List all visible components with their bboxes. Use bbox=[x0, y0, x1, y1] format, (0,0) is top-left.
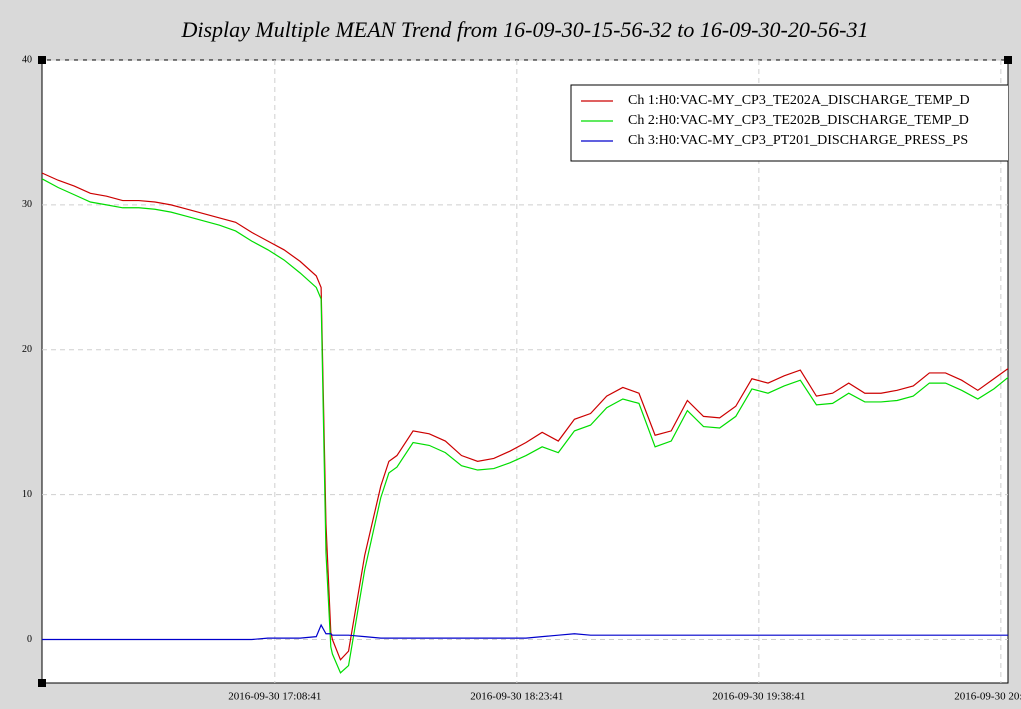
ticks: 0 10 20 30 40 2016-09-30 17:08:41 2016-09-30 1… bbox=[22, 54, 1021, 702]
x-tick-label: 2016-09-30 18:23:41 bbox=[470, 691, 563, 703]
corner-marker bbox=[38, 679, 46, 687]
legend-label: Ch 1:H0:VAC-MY_CP3_TE202A_DISCHARGE_TEMP… bbox=[628, 93, 970, 108]
corner-marker bbox=[38, 56, 46, 64]
grid bbox=[42, 59, 1008, 683]
corner-marker bbox=[1004, 56, 1012, 64]
y-tick-label: 20 bbox=[22, 344, 32, 355]
legend-box bbox=[570, 84, 1008, 162]
series-line bbox=[42, 623, 1008, 641]
x-tick-label: 2016-09-30 19:38:41 bbox=[712, 691, 805, 703]
legend: Ch 1:H0:VAC-MY_CP3_TE202A_DISCHARGE_TEMP… bbox=[570, 84, 1008, 162]
legend-label: Ch 3:H0:VAC-MY_CP3_PT201_DISCHARGE_PRESS… bbox=[628, 133, 968, 148]
series-line bbox=[42, 172, 1008, 661]
y-tick-label: 40 bbox=[22, 54, 32, 65]
series-line bbox=[42, 178, 1008, 674]
lines bbox=[42, 172, 1008, 674]
x-tick-label: 2016-09-30 17:08:41 bbox=[228, 691, 321, 703]
y-tick-label: 30 bbox=[22, 199, 32, 210]
plot-area bbox=[41, 59, 1009, 684]
chart-title: Display Multiple MEAN Trend from 16-09-3… bbox=[180, 17, 868, 42]
legend-label: Ch 2:H0:VAC-MY_CP3_TE202B_DISCHARGE_TEMP… bbox=[628, 113, 969, 128]
x-tick-label: 2016-09-30 20:53:41 bbox=[954, 691, 1021, 703]
y-tick-label: 10 bbox=[22, 489, 32, 500]
y-tick-label: 0 bbox=[27, 634, 32, 645]
